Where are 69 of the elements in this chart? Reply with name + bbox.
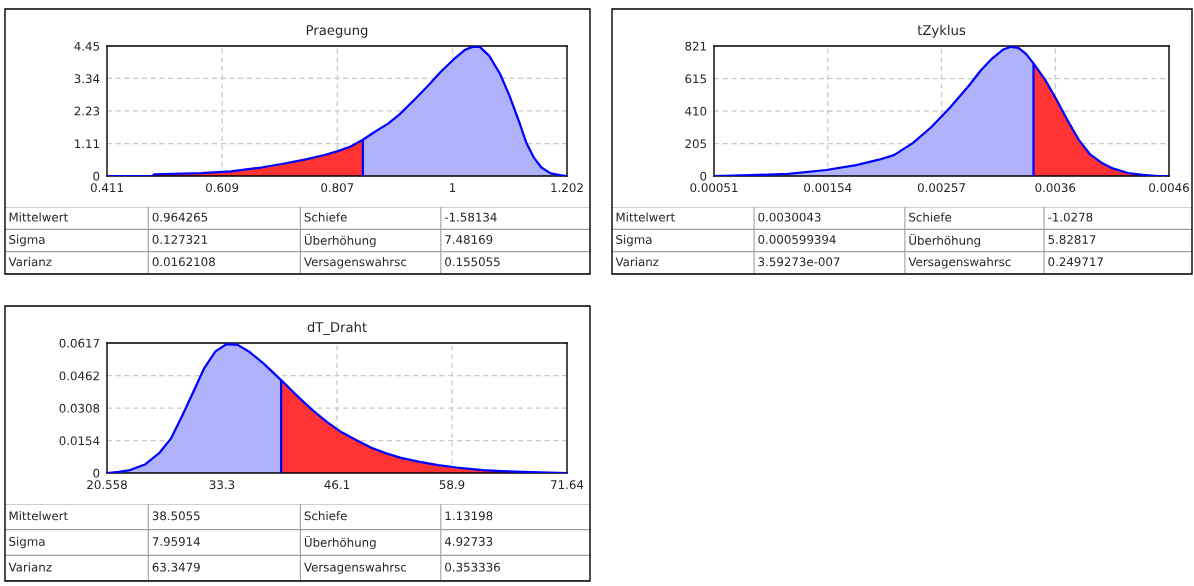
y-tick-label: 0: [93, 171, 100, 181]
text: Schiefe: [304, 511, 347, 521]
text: Überhöhung: [909, 233, 980, 248]
text: Varianz: [615, 257, 659, 267]
text: Mittelwert: [9, 511, 68, 521]
x-tick-label: 0.00257: [917, 183, 965, 193]
text: Versagenswahrsc: [908, 257, 1011, 269]
text: 1.13198: [445, 511, 493, 521]
y-tick-label: 0: [700, 171, 707, 181]
x-tick-label: 0.411: [90, 183, 123, 193]
text: 0.127321: [152, 235, 208, 244]
text: Versagenswahrsc: [304, 257, 407, 269]
text: Mittelwert: [9, 212, 68, 222]
text: Sigma: [9, 234, 45, 247]
y-tick-label: 410: [685, 106, 707, 116]
x-tick-label: 46.1: [324, 480, 350, 490]
text: 0.000599394: [758, 235, 836, 244]
text: 0.249717: [1048, 257, 1103, 267]
text: 0.0162108: [152, 257, 215, 267]
y-tick-label: 1.11: [75, 139, 99, 149]
y-tick-label: 3.34: [74, 74, 100, 84]
y-tick-label: 0.0308: [59, 403, 100, 413]
x-tick-label: 0.609: [206, 183, 239, 193]
text: -1.58134: [444, 212, 497, 222]
text: Varianz: [8, 562, 52, 572]
chart-title: dT_Draht: [307, 321, 367, 335]
chart-title: tZyklus: [917, 24, 966, 38]
y-tick-label: 0.0617: [59, 338, 100, 348]
text: 4.92733: [444, 537, 493, 546]
text: Überhöhung: [304, 233, 376, 248]
y-tick-label: 0.0462: [59, 371, 99, 381]
x-tick-label: 1: [449, 183, 456, 192]
text: 7.48169: [445, 235, 493, 244]
y-tick-label: 4.45: [74, 41, 100, 51]
chart-title: Praegung: [306, 25, 368, 38]
text: Schiefe: [304, 212, 347, 222]
text: 0.155055: [445, 257, 500, 267]
x-tick-label: 20.558: [87, 480, 127, 490]
x-tick-label: 58.9: [439, 480, 465, 490]
x-tick-label: 0.00051: [690, 183, 738, 193]
text: 7.95914: [152, 537, 200, 546]
x-tick-label: 1.202: [551, 183, 583, 193]
x-tick-label: 33.3: [209, 480, 235, 490]
x-tick-label: 0.0046: [1149, 183, 1189, 193]
y-tick-label: 0.0154: [59, 436, 100, 446]
text: 0.353336: [445, 562, 500, 572]
x-tick-label: 0.807: [321, 183, 354, 193]
text: 3.59273e-007: [758, 257, 840, 267]
text: Sigma: [9, 536, 45, 549]
text: 0.964265: [152, 212, 208, 222]
text: Mittelwert: [616, 212, 675, 222]
text: 5.82817: [1048, 235, 1096, 244]
text: 63.3479: [152, 562, 200, 572]
text: Versagenswahrsc: [304, 562, 407, 574]
y-tick-label: 2.23: [74, 106, 100, 116]
text: Schiefe: [909, 212, 952, 222]
text: -1.0278: [1048, 212, 1093, 222]
text: 38.5055: [152, 511, 200, 521]
y-tick-label: 615: [685, 74, 707, 84]
y-tick-label: 0: [93, 468, 100, 478]
text: Varianz: [8, 257, 52, 267]
text: Überhöhung: [304, 535, 376, 550]
x-tick-label: 71.64: [551, 480, 584, 490]
y-tick-label: 821: [685, 41, 706, 51]
x-tick-label: 0.00154: [804, 183, 852, 193]
x-tick-label: 0.0036: [1035, 183, 1076, 193]
text: Sigma: [616, 234, 652, 247]
text: 0.0030043: [758, 212, 821, 222]
y-tick-label: 205: [685, 139, 707, 149]
